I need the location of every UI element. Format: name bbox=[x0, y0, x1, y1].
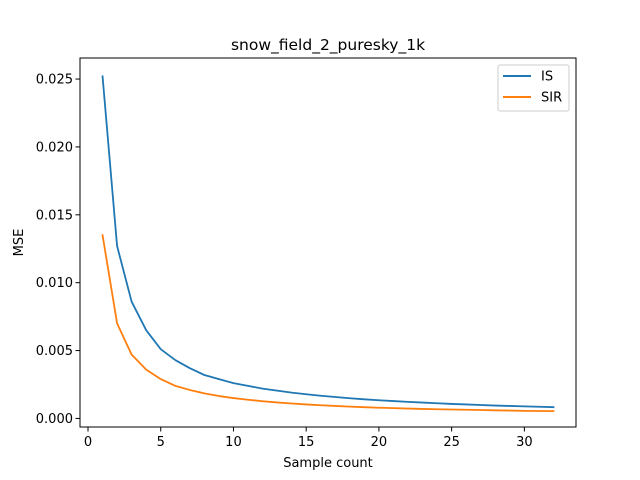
plot-area bbox=[79, 57, 577, 428]
y-tick-label: 0.010 bbox=[36, 276, 73, 291]
y-tick-label: 0.025 bbox=[36, 73, 73, 88]
x-axis: 0 5 10 15 20 25 30 bbox=[84, 427, 533, 450]
legend: IS SIR bbox=[497, 64, 570, 112]
x-axis-label: Sample count bbox=[283, 456, 373, 471]
y-tick-label: 0.015 bbox=[36, 208, 73, 223]
y-axis-label: MSE bbox=[12, 229, 27, 257]
x-tick-label: 5 bbox=[157, 435, 165, 450]
series-layer bbox=[101, 75, 555, 413]
series-line-sir bbox=[101, 234, 555, 413]
axes-background bbox=[80, 58, 576, 427]
x-tick-label: 30 bbox=[516, 435, 533, 450]
series-line-is bbox=[101, 75, 555, 409]
y-tick-label: 0.005 bbox=[36, 344, 73, 359]
y-tick-label: 0.020 bbox=[36, 140, 73, 155]
y-tick-label: 0.000 bbox=[36, 412, 73, 427]
x-tick-label: 10 bbox=[225, 435, 242, 450]
chart-title: snow_field_2_puresky_1k bbox=[231, 36, 425, 55]
legend-label-is: IS bbox=[541, 70, 553, 85]
x-tick-label: 0 bbox=[84, 435, 92, 450]
x-tick-label: 15 bbox=[298, 435, 315, 450]
y-axis: 0.000 0.005 0.010 0.015 0.020 0.025 bbox=[36, 73, 80, 427]
x-tick-label: 25 bbox=[443, 435, 460, 450]
axes-frame bbox=[79, 57, 577, 428]
x-tick-label: 20 bbox=[371, 435, 388, 450]
legend-label-sir: SIR bbox=[541, 91, 562, 106]
